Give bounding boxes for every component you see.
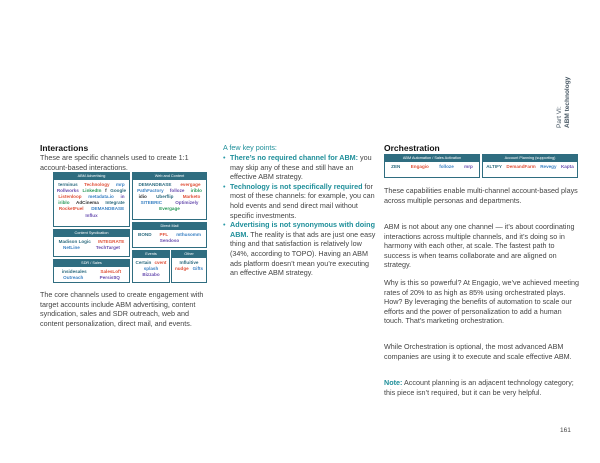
- vendor-logo: mrp: [464, 163, 473, 169]
- orchestration-p3: Why is this so powerful? At Engagio, we’…: [384, 278, 579, 326]
- vendor-logo: idio: [138, 193, 147, 199]
- vendor-logo: iriblo: [58, 200, 70, 206]
- direct-mail-box: Direct Mail BOND PFL mthusomm Sendoso: [132, 222, 207, 248]
- vendor-logo: Outreach: [63, 274, 84, 280]
- logo-list: BOND PFL mthusomm Sendoso: [133, 230, 206, 244]
- vendor-logo: Integrate: [105, 200, 125, 206]
- box-title: Account Planning (supporting): [483, 155, 577, 162]
- vendor-logo: PFL: [159, 231, 169, 237]
- vendor-logo: Influx: [85, 212, 98, 218]
- box-title: Events: [133, 251, 169, 258]
- vendor-logo: iriblo: [190, 187, 202, 193]
- vendor-logo: AdCinema: [76, 200, 99, 206]
- orchestration-p1: These capabilities enable multi-channel …: [384, 186, 578, 205]
- key-point: There’s no required channel for ABM: you…: [223, 153, 376, 182]
- vendor-logo: TechTarget: [95, 244, 120, 250]
- logo-list: Influitive nudge Gifts: [172, 258, 206, 272]
- vendor-logo: RocketFuel: [58, 206, 84, 212]
- abm-automation-box: ABM Automation / Sales Activation ZEN Eng…: [384, 154, 480, 178]
- vendor-logo: Gifts: [192, 265, 204, 271]
- vendor-logo: evergage: [180, 181, 201, 187]
- content-syndication-box: Content Syndication Madison Logic INTEGRA…: [53, 229, 130, 257]
- orchestration-note: Note: Account planning is an adjacent te…: [384, 378, 574, 397]
- interactions-heading: Interactions: [40, 143, 89, 153]
- vendor-logo: Certain: [135, 259, 152, 265]
- box-title: ABM Automation / Sales Activation: [385, 155, 479, 162]
- vendor-logo: DEMANDBASE: [91, 206, 125, 212]
- vendor-logo: Bizzabo: [142, 271, 160, 277]
- vendor-logo: Listenloop: [58, 193, 82, 199]
- key-points-heading: A few key points:: [223, 143, 277, 152]
- vendor-logo: Engagio: [410, 163, 429, 169]
- interactions-intro: These are specific channels used to crea…: [40, 153, 189, 172]
- vendor-logo: cvent: [154, 259, 167, 265]
- key-point: Technology is not specifically required …: [223, 182, 376, 220]
- vendor-logo: SITEBRIC: [140, 200, 163, 206]
- vendor-logo: mthusomm: [176, 231, 201, 237]
- account-planning-box: Account Planning (supporting) ALTIFY Dema…: [482, 154, 578, 178]
- box-title: Web and Content: [133, 173, 206, 180]
- vendor-logo: Marketo: [182, 193, 201, 199]
- vendor-logo: LinkedIn: [82, 187, 102, 193]
- box-title: ABM Advertising: [54, 173, 129, 180]
- vendor-logo: Technology: [84, 181, 110, 187]
- vendor-logo: Revegy: [540, 163, 557, 169]
- events-box: Events Certain cvent splash Bizzabo: [132, 250, 170, 283]
- logo-list: DEMANDBASE evergage PathFactory folloze irib…: [133, 180, 206, 213]
- orchestration-heading: Orchestration: [384, 143, 440, 153]
- logo-list: ZEN Engagio folloze mrp: [385, 162, 479, 170]
- vendor-logo: Influitive: [179, 259, 199, 265]
- vendor-logo: BOND: [138, 231, 152, 237]
- vendor-logo: f: [105, 187, 107, 193]
- vendor-logo: Kapta: [560, 163, 574, 169]
- vendor-logo: INTEGRATE: [98, 238, 125, 244]
- logo-list: insidesales SalesLoft Outreach PersistIQ: [54, 267, 129, 281]
- vendor-logo: folloze: [439, 163, 454, 169]
- vendor-logo: PathFactory: [137, 187, 164, 193]
- vendor-logo: terminus: [58, 181, 78, 187]
- vendor-logo: Sendoso: [159, 237, 180, 243]
- vendor-logo: Evergage: [159, 206, 180, 212]
- part-label: Part VI:: [556, 106, 563, 128]
- part-title: ABM technology: [564, 76, 571, 128]
- box-title: SDR / Sales: [54, 260, 129, 267]
- orchestration-p2: ABM is not about any one channel — it’s …: [384, 222, 575, 270]
- interactions-body: The core channels used to create engagem…: [40, 290, 204, 328]
- vendor-logo: ZEN: [391, 163, 401, 169]
- page-number: 161: [560, 427, 571, 434]
- vendor-logo: in: [120, 193, 125, 199]
- vendor-logo: ALTIFY: [486, 163, 502, 169]
- vendor-logo: NetLine: [63, 244, 80, 250]
- box-title: Content Syndication: [54, 230, 129, 237]
- vendor-logo: DEMANDBASE: [138, 181, 172, 187]
- logo-list: Certain cvent splash Bizzabo: [133, 258, 169, 279]
- logo-list: ALTIFY DemandFarm Revegy Kapta: [483, 162, 577, 170]
- box-title: Direct Mail: [133, 223, 206, 230]
- vendor-logo: Google: [110, 187, 127, 193]
- abm-advertising-box: ABM Advertising terminus Technology mrp Rol…: [53, 172, 130, 227]
- other-box: Other Influitive nudge Gifts: [171, 250, 207, 283]
- vendor-logo: Madison Logic: [58, 238, 91, 244]
- vendor-logo: PersistIQ: [99, 274, 120, 280]
- key-points-list: There’s no required channel for ABM: you…: [223, 153, 376, 278]
- orchestration-p4: While Orchestration is optional, the mos…: [384, 342, 572, 361]
- box-title: Other: [172, 251, 206, 258]
- vendor-logo: Uberflip: [156, 193, 174, 199]
- vendor-logo: metadata.io: [88, 193, 114, 199]
- vendor-logo: Rollworks: [56, 187, 79, 193]
- section-side-label: Part VI: ABM technology: [556, 77, 572, 128]
- logo-list: terminus Technology mrp Rollworks LinkedIn f G…: [54, 180, 129, 219]
- vendor-logo: DemandFarm: [506, 163, 536, 169]
- vendor-logo: SalesLoft: [100, 268, 122, 274]
- key-point: Advertising is not synonymous with doing…: [223, 220, 376, 278]
- vendor-logo: mrp: [116, 181, 125, 187]
- vendor-logo: Optimizely: [175, 200, 199, 206]
- sdr-sales-box: SDR / Sales insidesales SalesLoft Outreach…: [53, 259, 130, 283]
- vendor-logo: nudge: [174, 265, 189, 271]
- vendor-logo: folloze: [169, 187, 185, 193]
- vendor-logo: insidesales: [61, 268, 87, 274]
- vendor-logo: splash: [143, 265, 159, 271]
- web-content-box: Web and Content DEMANDBASE evergage PathFa…: [132, 172, 207, 220]
- logo-list: Madison Logic INTEGRATE NetLine TechTarget: [54, 237, 129, 251]
